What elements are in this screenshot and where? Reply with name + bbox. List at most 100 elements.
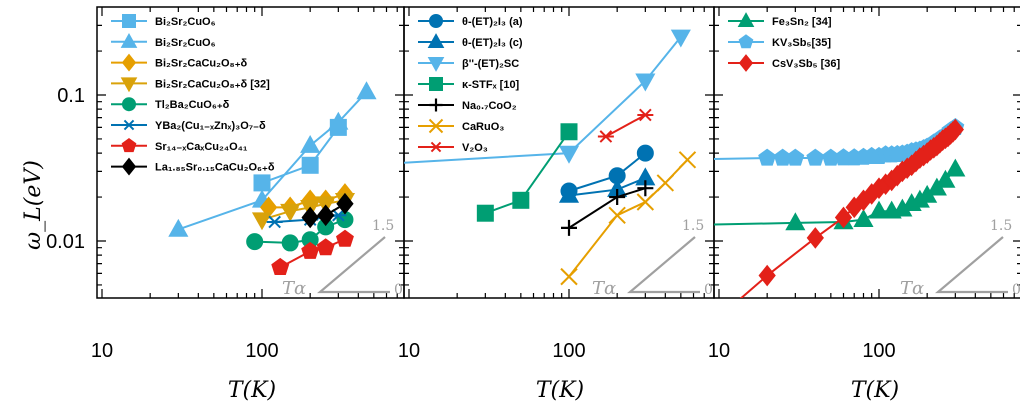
legend-right: Fe₃Sn₂ [34] KV₃Sb₅[35] CsV₃Sb₅ [36] (728, 12, 841, 72)
guide-label: Tα (282, 278, 306, 299)
slope-guide-lines (934, 236, 1008, 294)
legend-marker (429, 141, 443, 153)
legend-item: Bi₂Sr₂CuO₆ (111, 32, 216, 49)
data-point (806, 227, 824, 249)
axis-ticks (404, 7, 714, 298)
series-5 (560, 151, 697, 286)
legend-item: Bi₂Sr₂CaCu₂O₈₊δ [32] (111, 77, 270, 93)
data-point (786, 148, 805, 166)
data-point (317, 204, 335, 227)
legend-item: Bi₂Sr₂CaCu₂O₈₊δ (111, 53, 248, 72)
legend-label: YBa₂(Cu₁₋ₓZnₓ)₃O₇₋δ (155, 120, 266, 132)
legend-label: Tl₂Ba₂CuO₆₊δ (155, 99, 230, 111)
data-point (945, 158, 966, 177)
data-point (637, 180, 654, 197)
data-point (168, 218, 189, 237)
data-point (281, 234, 299, 252)
legend-item: CaRuO₃ (418, 118, 504, 134)
series-line (605, 114, 646, 138)
legend-marker (122, 97, 136, 112)
data-point (670, 29, 691, 48)
legend-label: θ-(ET)₂I₃ (a) (462, 16, 523, 28)
x-tick-label: 10 (91, 340, 113, 362)
legend-label: Bi₂Sr₂CuO₆ (155, 37, 216, 49)
legend-item: Na₀.₇CoO₂ (418, 98, 517, 112)
data-point (711, 307, 727, 327)
data-point (636, 144, 654, 162)
series-2 (352, 29, 691, 174)
guide-top-value: 1.5 (682, 218, 704, 234)
guide-top-value: 1.5 (372, 218, 394, 234)
legend-marker (122, 14, 136, 28)
guide-bottom-value: 0 (394, 282, 403, 298)
panel-frame (96, 6, 405, 299)
data-point (853, 209, 874, 227)
data-point (246, 233, 264, 251)
x-axis-label-right: T(K) (851, 378, 899, 403)
data-point (868, 200, 890, 219)
legend-item: CsV₃Sb₅ [36] (728, 54, 841, 72)
legend-marker (738, 34, 754, 49)
legend-marker (121, 53, 137, 72)
series-line (568, 152, 646, 192)
legend-marker (429, 77, 443, 91)
series-4 (246, 211, 354, 252)
legend-left: Bi₂Sr₂CuO₆ Bi₂Sr₂CuO₆ Bi₂Sr₂CaCu₂O₈₊δ Bi₂Sr… (111, 14, 275, 176)
y-tick-label: 0.01 (46, 231, 85, 253)
legend-item: KV₃Sb₅[35] (728, 34, 831, 49)
guide-bottom-value: 0 (1012, 282, 1020, 298)
y-tick-label: 0.1 (57, 85, 85, 107)
data-point (806, 148, 825, 166)
legend-label: Bi₂Sr₂CaCu₂O₈₊δ (155, 58, 248, 70)
data-point (253, 174, 271, 192)
legend-marker (121, 157, 137, 176)
legend-item: β''-(ET)₂SC (418, 56, 519, 72)
panel-left: 10 1000.010.1Tα1.50Bi₂Sr₂CuO₆Bi₂Sr₂CuO₆Bi… (46, 6, 405, 362)
legend-middle: θ-(ET)₂I₃ (a) θ-(ET)₂I₃ (c) β''-(ET)₂SC κ-S… (418, 14, 523, 154)
data-point (560, 123, 578, 141)
data-point (356, 81, 377, 100)
data-point (336, 229, 354, 247)
guide-label: Tα (900, 278, 924, 299)
data-point (352, 158, 370, 174)
data-point (935, 169, 956, 188)
legend-marker (429, 98, 443, 112)
legend-marker (122, 119, 136, 131)
legend-item: θ-(ET)₂I₃ (a) (418, 14, 523, 28)
legend-item: Sr₁₄₋ₓCaₓCu₂₄O₄₁ (111, 138, 248, 153)
slope-guide-lines (626, 236, 700, 294)
series-6 (597, 108, 654, 143)
series-2 (711, 118, 964, 327)
data-point (300, 135, 321, 153)
slope-guide: Tα 1.5 0 (282, 218, 403, 299)
legend-marker (429, 14, 443, 28)
data-point (328, 111, 349, 130)
x-tick-label: 10 (708, 340, 730, 362)
data-point (758, 264, 776, 287)
data-point (597, 130, 614, 143)
series-line (261, 126, 340, 184)
slope-guide-lines (316, 236, 390, 294)
legend-marker (427, 33, 445, 49)
guide-top-value: 1.5 (990, 218, 1012, 234)
data-point (512, 191, 530, 209)
data-point (316, 238, 335, 256)
legend-item: YBa₂(Cu₁₋ₓZnₓ)₃O₇₋δ (111, 119, 266, 132)
data-point (946, 118, 964, 141)
guide-bottom-value: 0 (704, 282, 713, 298)
legend-item: Tl₂Ba₂CuO₆₊δ (111, 97, 230, 112)
legend-label: Bi₂Sr₂CuO₆ (155, 16, 216, 28)
data-point (656, 174, 675, 192)
data-point (251, 212, 273, 231)
legend-item: κ-STFₓ [10] (418, 77, 520, 91)
legend-item: La₁.₈₅Sr₀.₁₅CaCu₂O₆₊δ (111, 157, 275, 176)
data-point (609, 189, 626, 206)
legend-marker (737, 12, 755, 28)
legend-label: κ-STFₓ [10] (462, 79, 520, 91)
data-point (785, 212, 806, 231)
data-point (636, 193, 655, 211)
x-tick-label: 10 (398, 340, 420, 362)
legend-label: Fe₃Sn₂ [34] (772, 16, 832, 28)
series-7 (301, 192, 354, 229)
